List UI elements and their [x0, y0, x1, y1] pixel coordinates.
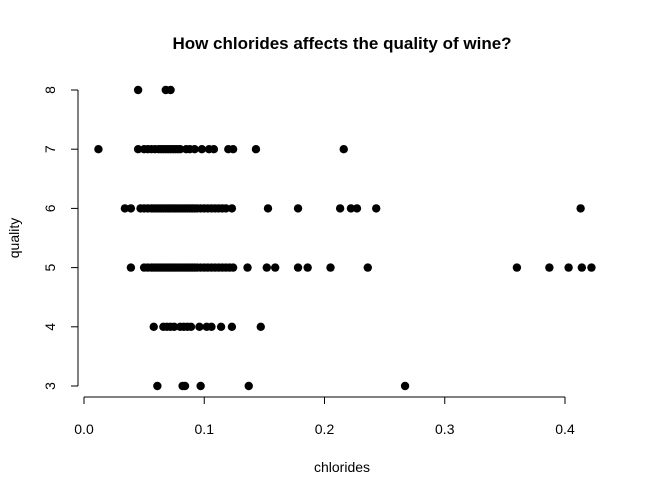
data-point	[244, 381, 253, 391]
data-point	[293, 204, 303, 213]
data-point	[270, 263, 280, 272]
data-point	[120, 204, 130, 213]
data-point	[169, 322, 179, 331]
data-point	[209, 145, 219, 154]
data-point	[352, 204, 362, 213]
x-tick-label: 0.1	[195, 421, 215, 437]
x-axis-ticks: 0.0 0.1 0.2 0.3 0.4	[74, 397, 575, 437]
data-point	[126, 204, 136, 213]
data-points	[94, 85, 596, 391]
data-point	[149, 322, 158, 331]
data-point	[94, 145, 103, 154]
data-point	[186, 322, 196, 331]
y-tick-label: 6	[42, 204, 58, 212]
y-tick-label: 3	[42, 382, 58, 390]
data-point	[339, 145, 348, 154]
data-point	[176, 145, 185, 154]
data-point	[512, 263, 522, 272]
data-point	[293, 263, 303, 272]
y-tick-label: 7	[42, 145, 58, 153]
x-tick-label: 0.0	[74, 421, 94, 437]
data-point	[400, 381, 410, 391]
y-tick-label: 8	[42, 86, 58, 94]
data-point	[576, 204, 585, 213]
data-point	[133, 145, 143, 154]
data-point	[196, 381, 205, 391]
data-point	[263, 204, 273, 213]
x-axis-label: chlorides	[314, 459, 370, 475]
data-point	[228, 263, 238, 272]
data-point	[372, 204, 381, 213]
data-point	[197, 145, 207, 154]
data-point	[326, 263, 335, 272]
x-tick-label: 0.3	[435, 421, 455, 437]
data-point	[577, 263, 587, 272]
data-point	[207, 322, 216, 331]
data-point	[363, 263, 372, 272]
data-point	[346, 204, 356, 213]
data-point	[227, 204, 237, 213]
data-point	[335, 204, 345, 213]
data-point	[303, 263, 312, 272]
y-axis-label: quality	[6, 218, 22, 258]
data-point	[227, 322, 237, 331]
x-tick-label: 0.2	[315, 421, 335, 437]
y-tick-label: 4	[42, 323, 58, 331]
data-point	[166, 85, 175, 95]
y-axis-ticks: 3 4 5 6 7 8	[42, 86, 78, 390]
data-point	[262, 263, 271, 272]
chart-title: How chlorides affects the quality of win…	[172, 34, 511, 53]
data-point	[195, 322, 204, 331]
data-point	[190, 145, 199, 154]
data-point	[216, 322, 226, 331]
data-point	[180, 381, 190, 391]
data-point	[228, 145, 238, 154]
data-point	[221, 204, 231, 213]
data-point	[243, 263, 252, 272]
x-tick-label: 0.4	[555, 421, 575, 437]
data-point	[545, 263, 554, 272]
data-point	[256, 322, 265, 331]
data-point	[564, 263, 573, 272]
data-point	[251, 145, 261, 154]
data-point	[153, 381, 162, 391]
y-tick-label: 5	[42, 263, 58, 271]
data-point	[587, 263, 596, 272]
data-point	[133, 85, 143, 95]
data-point	[126, 263, 136, 272]
